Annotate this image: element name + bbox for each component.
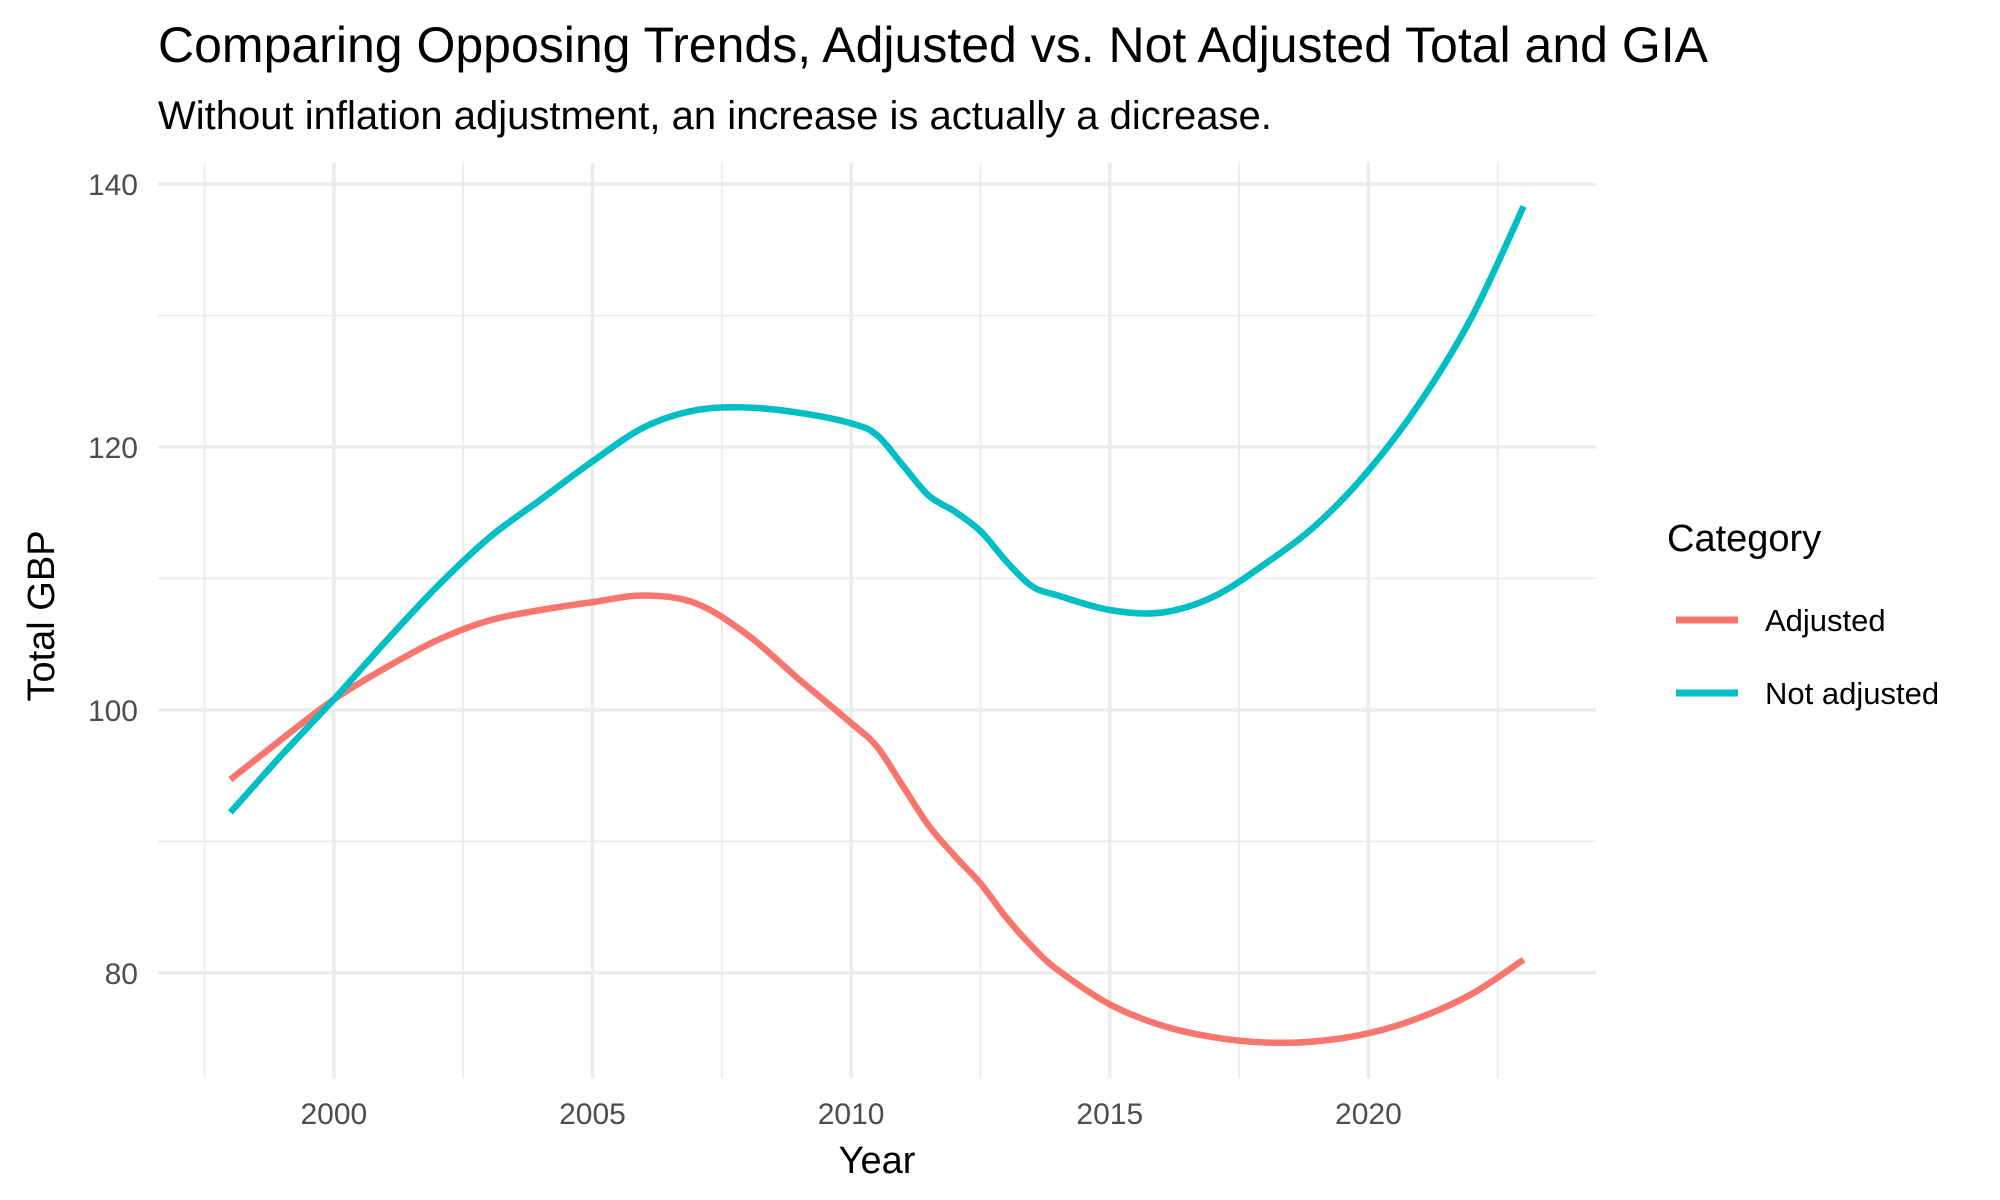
chart-title: Comparing Opposing Trends, Adjusted vs. … xyxy=(158,17,1709,73)
x-tick-labels: 2000 2005 2010 2015 2020 xyxy=(300,1098,1401,1131)
y-tick-labels: 80 100 120 140 xyxy=(88,169,138,991)
legend-title: Category xyxy=(1667,518,1821,560)
x-tick-label-4: 2020 xyxy=(1335,1098,1402,1131)
y-axis-title: Total GBP xyxy=(21,530,63,701)
x-axis-title: Year xyxy=(839,1140,916,1182)
x-tick-label-2: 2010 xyxy=(818,1098,885,1131)
legend-label-adjusted: Adjusted xyxy=(1765,603,1886,638)
plot-series xyxy=(227,205,1527,1047)
y-tick-label-0: 80 xyxy=(105,958,138,991)
y-tick-label-3: 140 xyxy=(88,169,138,202)
x-tick-label-1: 2005 xyxy=(559,1098,626,1131)
legend-items: Adjusted Not adjusted xyxy=(1676,603,1939,711)
x-tick-label-0: 2000 xyxy=(300,1098,367,1131)
y-tick-label-1: 100 xyxy=(88,695,138,728)
series-line-not-adjusted xyxy=(227,205,1527,815)
legend-label-not-adjusted: Not adjusted xyxy=(1765,676,1939,711)
chart-subtitle: Without inflation adjustment, an increas… xyxy=(158,94,1272,138)
plot-grid xyxy=(158,163,1596,1078)
x-tick-label-3: 2015 xyxy=(1076,1098,1143,1131)
y-tick-label-2: 120 xyxy=(88,432,138,465)
legend: Category Adjusted Not adjusted xyxy=(1667,518,1939,711)
series-line-adjusted xyxy=(228,592,1526,1047)
